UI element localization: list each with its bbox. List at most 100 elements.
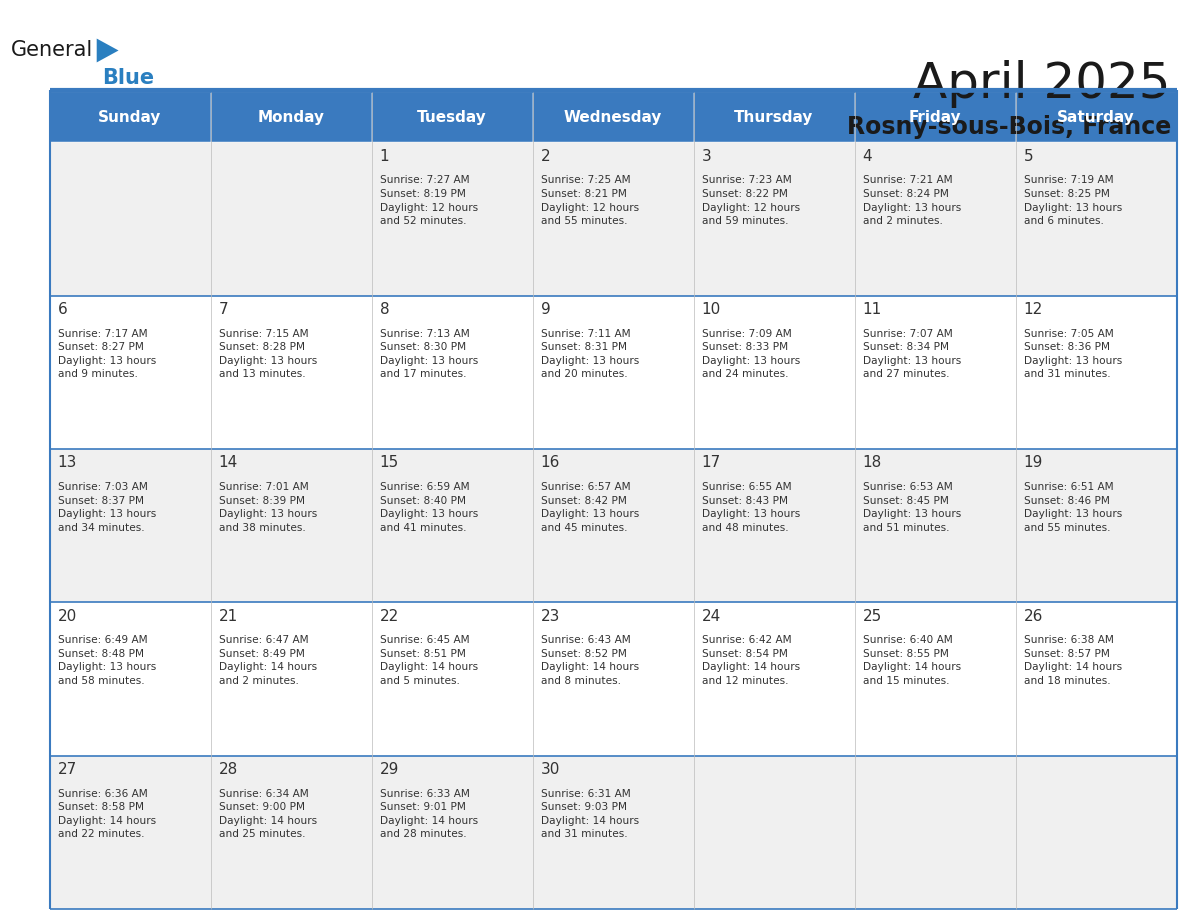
Text: 25: 25 — [862, 609, 881, 623]
Text: Rosny-sous-Bois, France: Rosny-sous-Bois, France — [847, 115, 1170, 139]
Bar — [854, 296, 1016, 449]
Bar — [532, 142, 694, 296]
Text: Sunrise: 7:27 AM
Sunset: 8:19 PM
Daylight: 12 hours
and 52 minutes.: Sunrise: 7:27 AM Sunset: 8:19 PM Dayligh… — [380, 175, 478, 226]
Text: 2: 2 — [541, 149, 550, 163]
Text: Sunrise: 7:01 AM
Sunset: 8:39 PM
Daylight: 13 hours
and 38 minutes.: Sunrise: 7:01 AM Sunset: 8:39 PM Dayligh… — [219, 482, 317, 532]
Text: 3: 3 — [702, 149, 712, 163]
Text: Sunrise: 7:03 AM
Sunset: 8:37 PM
Daylight: 13 hours
and 34 minutes.: Sunrise: 7:03 AM Sunset: 8:37 PM Dayligh… — [57, 482, 156, 532]
Text: Sunrise: 6:34 AM
Sunset: 9:00 PM
Daylight: 14 hours
and 25 minutes.: Sunrise: 6:34 AM Sunset: 9:00 PM Dayligh… — [219, 789, 317, 839]
Text: 19: 19 — [1024, 455, 1043, 470]
Text: 30: 30 — [541, 762, 560, 777]
Bar — [1016, 602, 1176, 756]
Text: Blue: Blue — [102, 68, 154, 88]
Text: 8: 8 — [380, 302, 390, 317]
Bar — [372, 142, 532, 296]
Bar — [1016, 142, 1176, 296]
Text: Sunrise: 6:59 AM
Sunset: 8:40 PM
Daylight: 13 hours
and 41 minutes.: Sunrise: 6:59 AM Sunset: 8:40 PM Dayligh… — [380, 482, 478, 532]
Bar — [210, 449, 372, 602]
Text: Sunrise: 6:47 AM
Sunset: 8:49 PM
Daylight: 14 hours
and 2 minutes.: Sunrise: 6:47 AM Sunset: 8:49 PM Dayligh… — [219, 635, 317, 686]
Bar — [532, 602, 694, 756]
Text: 27: 27 — [57, 762, 77, 777]
Bar — [210, 602, 372, 756]
Text: Sunrise: 6:53 AM
Sunset: 8:45 PM
Daylight: 13 hours
and 51 minutes.: Sunrise: 6:53 AM Sunset: 8:45 PM Dayligh… — [862, 482, 961, 532]
Bar — [854, 92, 1016, 142]
Text: Monday: Monday — [258, 109, 324, 125]
Text: Sunrise: 6:33 AM
Sunset: 9:01 PM
Daylight: 14 hours
and 28 minutes.: Sunrise: 6:33 AM Sunset: 9:01 PM Dayligh… — [380, 789, 478, 839]
Bar — [50, 756, 210, 909]
Bar — [372, 296, 532, 449]
Bar — [532, 756, 694, 909]
Text: 5: 5 — [1024, 149, 1034, 163]
Text: Sunday: Sunday — [99, 109, 162, 125]
Text: 4: 4 — [862, 149, 872, 163]
Text: 17: 17 — [702, 455, 721, 470]
Bar — [50, 296, 210, 449]
Text: Sunrise: 6:31 AM
Sunset: 9:03 PM
Daylight: 14 hours
and 31 minutes.: Sunrise: 6:31 AM Sunset: 9:03 PM Dayligh… — [541, 789, 639, 839]
Bar — [1016, 296, 1176, 449]
Bar — [694, 142, 854, 296]
Text: 15: 15 — [380, 455, 399, 470]
Text: 12: 12 — [1024, 302, 1043, 317]
Text: Thursday: Thursday — [734, 109, 814, 125]
Text: 11: 11 — [862, 302, 881, 317]
Text: Sunrise: 7:25 AM
Sunset: 8:21 PM
Daylight: 12 hours
and 55 minutes.: Sunrise: 7:25 AM Sunset: 8:21 PM Dayligh… — [541, 175, 639, 226]
Bar — [50, 449, 210, 602]
Text: Sunrise: 7:19 AM
Sunset: 8:25 PM
Daylight: 13 hours
and 6 minutes.: Sunrise: 7:19 AM Sunset: 8:25 PM Dayligh… — [1024, 175, 1121, 226]
Bar — [50, 92, 210, 142]
Text: Sunrise: 6:57 AM
Sunset: 8:42 PM
Daylight: 13 hours
and 45 minutes.: Sunrise: 6:57 AM Sunset: 8:42 PM Dayligh… — [541, 482, 639, 532]
Text: 13: 13 — [57, 455, 77, 470]
Bar — [1016, 92, 1176, 142]
Text: Sunrise: 7:13 AM
Sunset: 8:30 PM
Daylight: 13 hours
and 17 minutes.: Sunrise: 7:13 AM Sunset: 8:30 PM Dayligh… — [380, 329, 478, 379]
Bar — [694, 449, 854, 602]
Text: Sunrise: 7:07 AM
Sunset: 8:34 PM
Daylight: 13 hours
and 27 minutes.: Sunrise: 7:07 AM Sunset: 8:34 PM Dayligh… — [862, 329, 961, 379]
Text: 20: 20 — [57, 609, 77, 623]
Text: 9: 9 — [541, 302, 550, 317]
Text: 18: 18 — [862, 455, 881, 470]
Bar — [694, 756, 854, 909]
Text: 6: 6 — [57, 302, 68, 317]
Text: Sunrise: 6:36 AM
Sunset: 8:58 PM
Daylight: 14 hours
and 22 minutes.: Sunrise: 6:36 AM Sunset: 8:58 PM Dayligh… — [57, 789, 156, 839]
Text: Friday: Friday — [909, 109, 961, 125]
Text: 28: 28 — [219, 762, 238, 777]
Text: 14: 14 — [219, 455, 238, 470]
Bar — [532, 296, 694, 449]
Text: Sunrise: 7:15 AM
Sunset: 8:28 PM
Daylight: 13 hours
and 13 minutes.: Sunrise: 7:15 AM Sunset: 8:28 PM Dayligh… — [219, 329, 317, 379]
Text: April 2025: April 2025 — [914, 60, 1170, 107]
Bar — [694, 296, 854, 449]
Text: Sunrise: 7:09 AM
Sunset: 8:33 PM
Daylight: 13 hours
and 24 minutes.: Sunrise: 7:09 AM Sunset: 8:33 PM Dayligh… — [702, 329, 800, 379]
Text: Sunrise: 7:21 AM
Sunset: 8:24 PM
Daylight: 13 hours
and 2 minutes.: Sunrise: 7:21 AM Sunset: 8:24 PM Dayligh… — [862, 175, 961, 226]
Text: Sunrise: 7:17 AM
Sunset: 8:27 PM
Daylight: 13 hours
and 9 minutes.: Sunrise: 7:17 AM Sunset: 8:27 PM Dayligh… — [57, 329, 156, 379]
Text: 24: 24 — [702, 609, 721, 623]
Bar — [210, 92, 372, 142]
Text: Sunrise: 6:55 AM
Sunset: 8:43 PM
Daylight: 13 hours
and 48 minutes.: Sunrise: 6:55 AM Sunset: 8:43 PM Dayligh… — [702, 482, 800, 532]
Bar — [694, 602, 854, 756]
Text: Sunrise: 6:51 AM
Sunset: 8:46 PM
Daylight: 13 hours
and 55 minutes.: Sunrise: 6:51 AM Sunset: 8:46 PM Dayligh… — [1024, 482, 1121, 532]
Bar — [50, 602, 210, 756]
Text: 10: 10 — [702, 302, 721, 317]
Text: Sunrise: 7:23 AM
Sunset: 8:22 PM
Daylight: 12 hours
and 59 minutes.: Sunrise: 7:23 AM Sunset: 8:22 PM Dayligh… — [702, 175, 800, 226]
Text: 7: 7 — [219, 302, 228, 317]
Bar — [532, 449, 694, 602]
Bar — [854, 602, 1016, 756]
Text: 1: 1 — [380, 149, 390, 163]
Bar — [1016, 449, 1176, 602]
Text: Wednesday: Wednesday — [564, 109, 662, 125]
Bar — [372, 602, 532, 756]
Text: Sunrise: 6:40 AM
Sunset: 8:55 PM
Daylight: 14 hours
and 15 minutes.: Sunrise: 6:40 AM Sunset: 8:55 PM Dayligh… — [862, 635, 961, 686]
Text: 23: 23 — [541, 609, 560, 623]
Text: Sunrise: 6:45 AM
Sunset: 8:51 PM
Daylight: 14 hours
and 5 minutes.: Sunrise: 6:45 AM Sunset: 8:51 PM Dayligh… — [380, 635, 478, 686]
Bar — [372, 756, 532, 909]
Bar — [854, 449, 1016, 602]
Text: Sunrise: 6:43 AM
Sunset: 8:52 PM
Daylight: 14 hours
and 8 minutes.: Sunrise: 6:43 AM Sunset: 8:52 PM Dayligh… — [541, 635, 639, 686]
Text: 16: 16 — [541, 455, 560, 470]
Text: 22: 22 — [380, 609, 399, 623]
Text: Tuesday: Tuesday — [417, 109, 487, 125]
Text: Sunrise: 7:11 AM
Sunset: 8:31 PM
Daylight: 13 hours
and 20 minutes.: Sunrise: 7:11 AM Sunset: 8:31 PM Dayligh… — [541, 329, 639, 379]
Bar — [50, 142, 210, 296]
Text: General: General — [11, 40, 93, 61]
Bar — [372, 92, 532, 142]
Text: 29: 29 — [380, 762, 399, 777]
Bar — [210, 756, 372, 909]
Bar — [1016, 756, 1176, 909]
Polygon shape — [96, 39, 119, 62]
